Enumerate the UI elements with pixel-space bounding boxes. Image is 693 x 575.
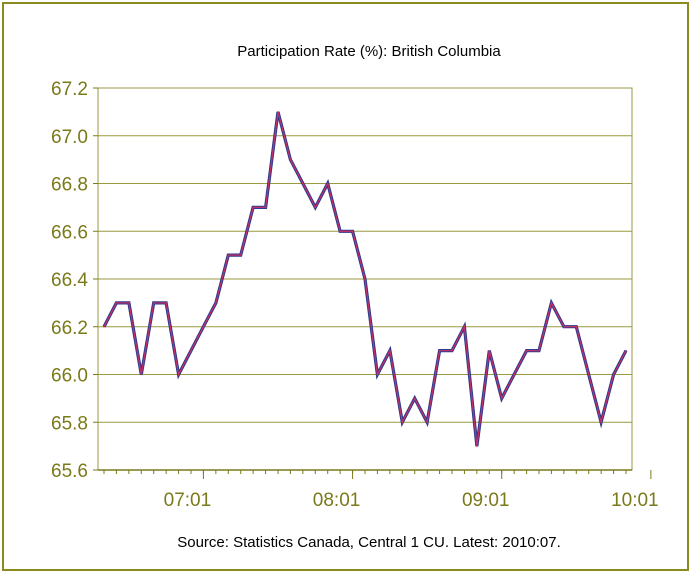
participation-rate-chart: Participation Rate (%): British Columbia…: [51, 43, 659, 551]
data-point: [538, 349, 540, 352]
data-point: [364, 278, 366, 280]
x-axis: 07:01 08:01 09:01 10:01: [98, 469, 659, 511]
data-point: [575, 325, 578, 328]
data-point: [463, 325, 466, 328]
y-tick-label: 66.6: [51, 222, 88, 243]
data-point: [525, 349, 528, 352]
data-point: [177, 373, 180, 376]
data-point: [239, 254, 242, 256]
x-tick-label: 08:01: [313, 490, 361, 511]
data-point: [314, 206, 317, 209]
data-point: [202, 325, 205, 328]
data-point: [600, 421, 602, 424]
data-point: [115, 302, 118, 304]
data-point: [401, 421, 404, 424]
y-tick-label: 67.0: [51, 127, 88, 148]
y-tick-label: 66.0: [51, 366, 88, 387]
chart-title: Participation Rate (%): British Columbia: [237, 43, 501, 60]
data-point: [413, 397, 416, 400]
data-point: [165, 302, 167, 304]
data-point: [339, 230, 341, 233]
data-point: [451, 349, 453, 352]
data-point: [264, 206, 267, 209]
data-point: [476, 445, 478, 447]
y-tick-label: 66.2: [51, 318, 88, 339]
y-tick-label: 66.8: [51, 175, 88, 196]
series: [102, 111, 628, 447]
y-tick-label: 67.2: [51, 79, 88, 100]
data-point: [625, 349, 627, 352]
data-point: [140, 373, 143, 376]
data-point: [152, 302, 155, 304]
chart-source: Source: Statistics Canada, Central 1 CU.…: [177, 534, 561, 551]
data-point: [103, 325, 105, 328]
data-point: [389, 349, 391, 352]
data-point: [500, 397, 503, 400]
data-point: [277, 111, 279, 113]
y-tick-label: 65.6: [51, 461, 88, 482]
y-tick-label: 66.4: [51, 270, 88, 291]
data-point: [252, 206, 254, 209]
data-point: [376, 373, 379, 376]
data-point: [612, 373, 615, 376]
data-point: [550, 302, 553, 304]
data-point: [215, 302, 217, 304]
x-tick-label: 09:01: [462, 490, 510, 511]
data-point: [302, 182, 304, 185]
data-point: [227, 254, 230, 256]
x-tick-label: 07:01: [164, 490, 212, 511]
data-point: [190, 349, 192, 352]
data-point: [351, 230, 354, 233]
data-point: [128, 302, 130, 304]
data-point: [289, 158, 292, 161]
data-point: [488, 349, 491, 352]
data-point: [426, 421, 428, 424]
data-point: [563, 325, 565, 328]
y-axis: 65.6 65.8 66.0 66.2 66.4 66.6 66.8 67.0 67.2: [51, 79, 98, 482]
data-point: [438, 349, 441, 352]
y-tick-label: 65.8: [51, 413, 88, 434]
data-point: [326, 182, 329, 185]
x-tick-label: 10:01: [611, 490, 659, 511]
data-point: [513, 373, 515, 376]
data-point: [587, 373, 590, 376]
